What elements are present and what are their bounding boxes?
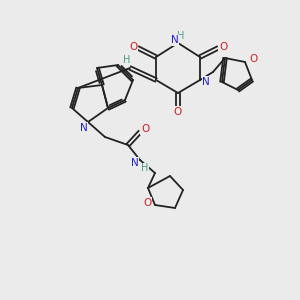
Text: O: O: [219, 42, 227, 52]
Text: N: N: [80, 123, 88, 133]
Text: O: O: [174, 107, 182, 117]
Text: N: N: [171, 35, 179, 45]
Text: O: O: [141, 124, 149, 134]
Text: N: N: [131, 158, 139, 168]
Text: O: O: [129, 42, 137, 52]
Text: N: N: [202, 77, 210, 87]
Text: H: H: [177, 31, 185, 41]
Text: H: H: [141, 163, 149, 173]
Text: O: O: [249, 54, 257, 64]
Text: H: H: [123, 55, 131, 65]
Text: O: O: [143, 198, 151, 208]
